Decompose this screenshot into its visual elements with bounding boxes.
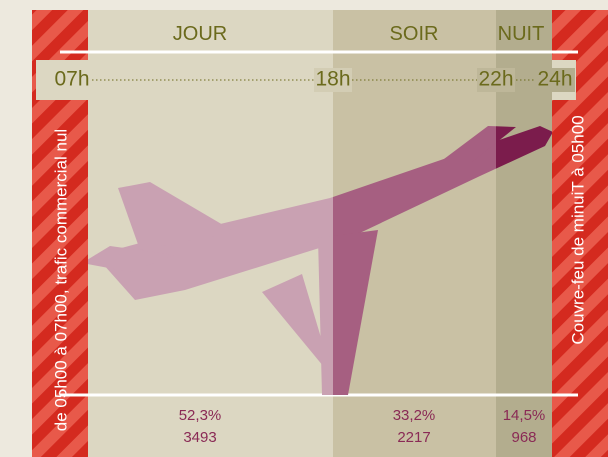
flights: 2217 [397, 429, 430, 446]
hour-label: 24h [537, 68, 572, 91]
hour-bg [314, 68, 352, 92]
hour-label: 07h [54, 68, 89, 91]
period-name: NUIT [498, 23, 545, 45]
hour-bg [535, 68, 575, 92]
share: 33,2% [393, 407, 436, 424]
period-name: JOUR [173, 23, 227, 45]
right-note: Couvre-feu de minuiT à 05h00 [568, 115, 587, 344]
flights: 968 [511, 429, 536, 446]
period-name: SOIR [390, 23, 439, 45]
share: 52,3% [179, 407, 222, 424]
left-note: de 05h00 à 07h00, trafic commercial nul [51, 129, 70, 431]
hour-label: 18h [315, 68, 350, 91]
share: 14,5% [503, 407, 546, 424]
hour-label: 22h [478, 68, 513, 91]
hour-bg [54, 68, 90, 92]
flights: 3493 [183, 429, 216, 446]
hour-bg [477, 68, 515, 92]
hours: 07h 18h 22h 24h [54, 68, 575, 92]
